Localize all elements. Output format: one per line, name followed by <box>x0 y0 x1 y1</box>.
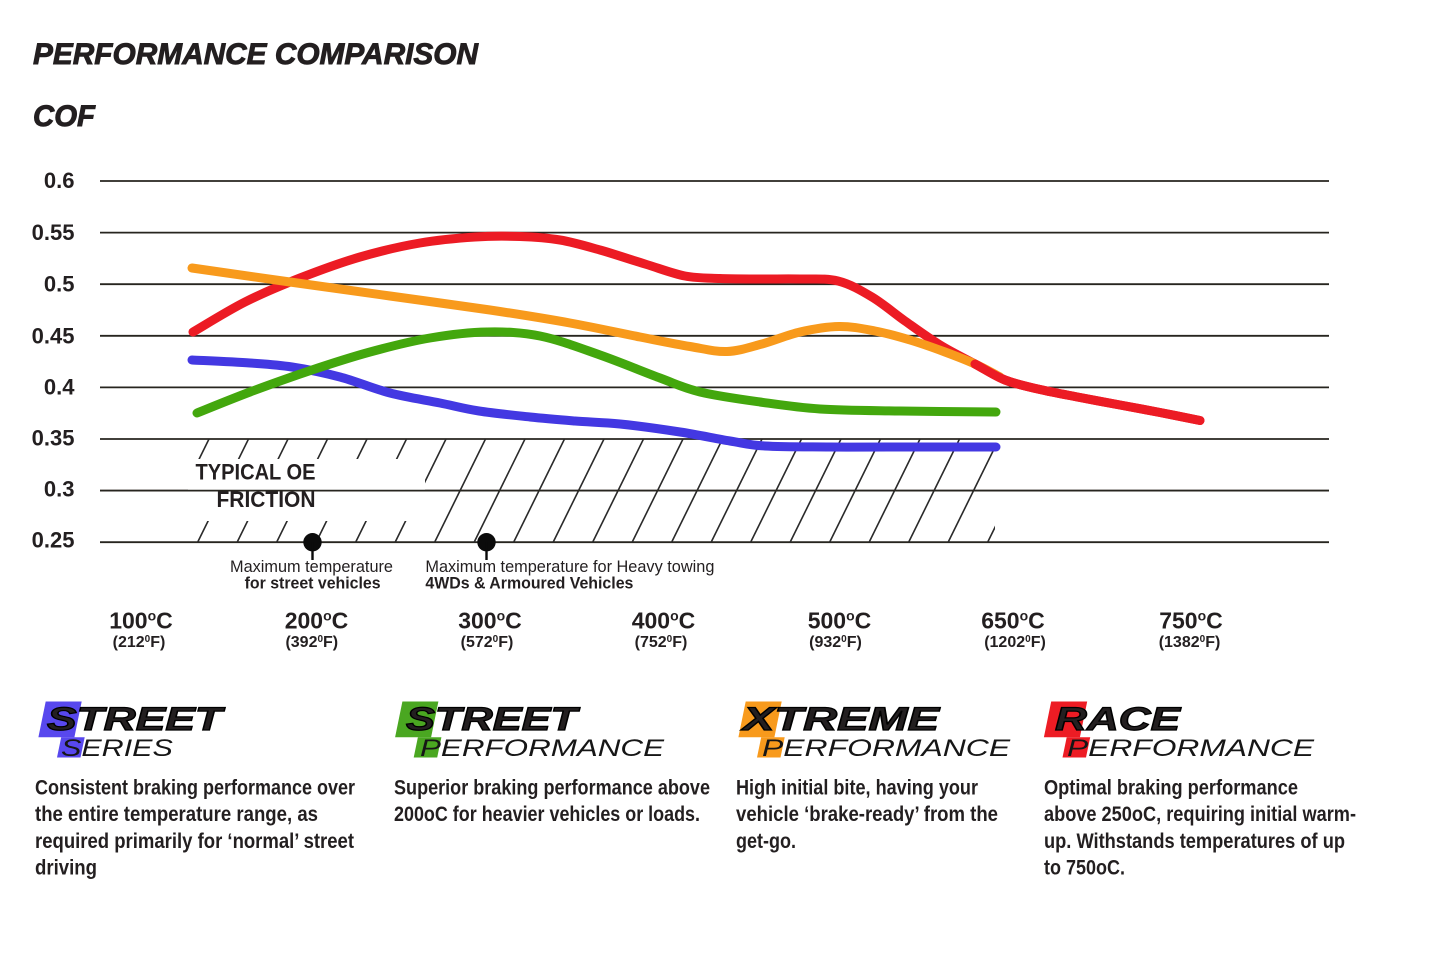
svg-text:Superior braking performance a: Superior braking performance above <box>394 777 710 800</box>
svg-text:0.25: 0.25 <box>32 528 75 553</box>
svg-text:PERFORMANCE: PERFORMANCE <box>420 734 665 761</box>
svg-text:4WDs & Armoured Vehicles: 4WDs & Armoured Vehicles <box>425 574 633 593</box>
svg-text:(2120F): (2120F) <box>113 634 166 651</box>
svg-text:STREET: STREET <box>47 701 225 737</box>
svg-text:(5720F): (5720F) <box>461 634 514 651</box>
svg-text:400oC: 400oC <box>632 607 696 633</box>
svg-text:0.35: 0.35 <box>32 426 75 451</box>
svg-text:required primarily for ‘normal: required primarily for ‘normal’ street <box>35 830 354 853</box>
svg-text:above 250oC, requiring initial: above 250oC, requiring initial warm- <box>1044 803 1356 826</box>
svg-text:up. Withstands temperatures of: up. Withstands temperatures of up <box>1044 830 1345 853</box>
svg-text:(12020F): (12020F) <box>984 634 1046 651</box>
svg-text:XTREME: XTREME <box>740 701 941 737</box>
svg-text:200oC for heavier vehicles or: 200oC for heavier vehicles or loads. <box>394 803 700 826</box>
svg-text:650oC: 650oC <box>981 607 1045 633</box>
svg-text:SERIES: SERIES <box>61 734 173 761</box>
svg-text:STREET: STREET <box>406 701 580 737</box>
svg-text:(3920F): (3920F) <box>285 634 338 651</box>
svg-text:0.55: 0.55 <box>32 220 75 245</box>
svg-text:0.5: 0.5 <box>44 272 75 297</box>
svg-text:0.6: 0.6 <box>44 168 75 193</box>
svg-text:Optimal braking performance: Optimal braking performance <box>1044 777 1298 800</box>
svg-text:vehicle ‘brake-ready’ from the: vehicle ‘brake-ready’ from the <box>736 803 998 826</box>
svg-text:0.45: 0.45 <box>32 323 75 348</box>
svg-text:0.4: 0.4 <box>44 375 75 400</box>
svg-text:(7520F): (7520F) <box>635 634 688 651</box>
svg-text:COF: COF <box>33 100 96 133</box>
svg-text:TYPICAL OE: TYPICAL OE <box>196 459 316 484</box>
svg-text:the entire temperature range,: the entire temperature range, as <box>35 803 318 826</box>
svg-text:200oC: 200oC <box>285 607 349 633</box>
svg-text:750oC: 750oC <box>1159 607 1223 633</box>
svg-text:PERFORMANCE COMPARISON: PERFORMANCE COMPARISON <box>33 38 479 71</box>
svg-text:100oC: 100oC <box>109 607 173 633</box>
svg-text:FRICTION: FRICTION <box>217 487 316 512</box>
svg-text:Consistent braking performance: Consistent braking performance over <box>35 777 355 800</box>
svg-text:500oC: 500oC <box>808 607 872 633</box>
svg-text:driving: driving <box>35 857 97 880</box>
svg-text:for street vehicles: for street vehicles <box>245 574 381 593</box>
svg-text:Maximum temperature: Maximum temperature <box>230 557 393 576</box>
svg-text:PERFORMANCE: PERFORMANCE <box>762 734 1011 762</box>
svg-text:RACE: RACE <box>1055 701 1182 737</box>
svg-text:PERFORMANCE: PERFORMANCE <box>1067 734 1315 762</box>
svg-text:(9320F): (9320F) <box>809 634 862 651</box>
svg-text:0.3: 0.3 <box>44 477 75 502</box>
svg-text:(13820F): (13820F) <box>1159 634 1221 651</box>
svg-text:High initial bite, having your: High initial bite, having your <box>736 777 978 800</box>
svg-text:to 750oC.: to 750oC. <box>1044 857 1125 880</box>
svg-text:get-go.: get-go. <box>736 830 796 853</box>
svg-text:Maximum temperature for Heavy: Maximum temperature for Heavy towing <box>425 557 714 576</box>
svg-text:300oC: 300oC <box>458 607 522 633</box>
